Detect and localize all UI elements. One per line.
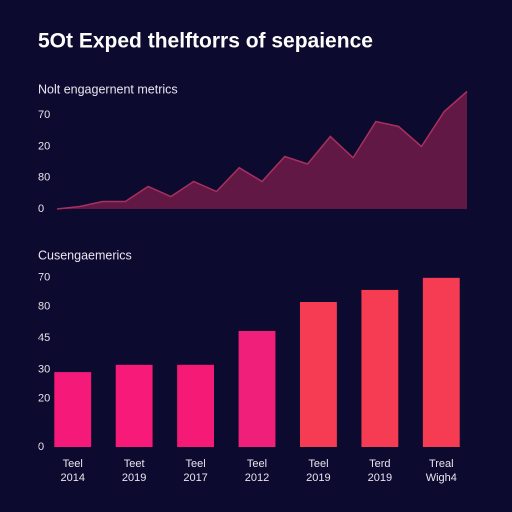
x-tick-label: Wigh4 bbox=[426, 472, 457, 484]
x-tick-label: 2014 bbox=[60, 472, 84, 484]
y-tick-label: 30 bbox=[38, 364, 50, 376]
y-tick-label: 45 bbox=[38, 332, 50, 344]
y-tick-label: 70 bbox=[38, 109, 50, 121]
bar bbox=[238, 331, 276, 447]
bar bbox=[54, 372, 92, 447]
y-tick-label: 80 bbox=[38, 301, 50, 313]
x-tick-label: 2019 bbox=[306, 472, 330, 484]
chart-subtitle: Nolt engagernent metrics bbox=[38, 82, 178, 96]
x-tick-label: Teet bbox=[124, 458, 145, 470]
bar bbox=[300, 302, 337, 447]
x-tick-label: 2012 bbox=[245, 472, 269, 484]
x-tick-label: Teel bbox=[308, 458, 328, 470]
line bbox=[56, 90, 468, 210]
x-tick-label: Teel bbox=[63, 458, 83, 470]
x-tick-label: 2019 bbox=[368, 472, 392, 484]
bar bbox=[422, 277, 460, 447]
y-tick-label: 20 bbox=[38, 140, 50, 152]
chart-subtitle: Cusengaemerics bbox=[38, 248, 132, 262]
bar bbox=[177, 364, 214, 447]
y-tick-label: 80 bbox=[38, 172, 50, 184]
x-tick-label: Teel bbox=[247, 458, 267, 470]
x-tick-label: 2019 bbox=[122, 472, 146, 484]
bar bbox=[115, 364, 153, 447]
area bbox=[57, 91, 467, 209]
y-tick-label: 70 bbox=[38, 272, 50, 284]
x-tick-label: 2017 bbox=[183, 472, 207, 484]
y-tick-label: 0 bbox=[38, 203, 44, 215]
y-tick-label: 20 bbox=[38, 393, 50, 405]
x-tick-label: Terd bbox=[369, 458, 390, 470]
y-tick-label: 0 bbox=[38, 441, 44, 453]
chart-title: 5Ot Exped thelftorrs of sepaience bbox=[38, 30, 373, 53]
x-tick-label: Treal bbox=[429, 458, 454, 470]
bar bbox=[361, 289, 399, 447]
x-tick-label: Teel bbox=[185, 458, 205, 470]
